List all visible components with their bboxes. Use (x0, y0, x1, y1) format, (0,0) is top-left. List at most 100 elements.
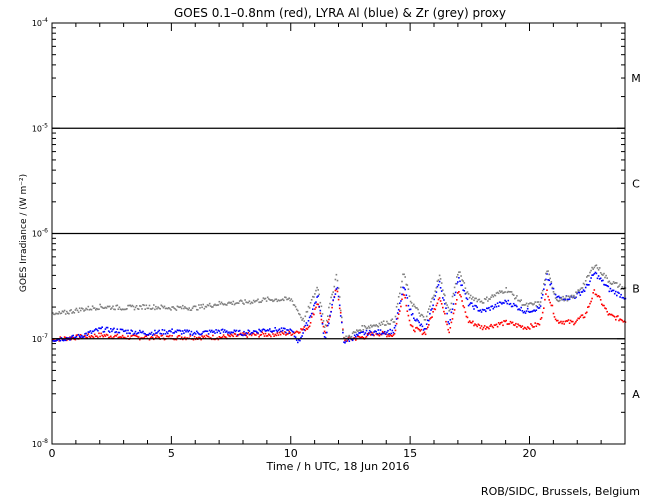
data-point (505, 300, 507, 303)
data-point (587, 284, 589, 286)
data-point (336, 290, 339, 293)
data-point (621, 286, 623, 288)
data-point (345, 340, 347, 343)
data-point (566, 299, 569, 302)
data-point (493, 294, 496, 296)
data-point (459, 294, 461, 296)
data-point (285, 331, 287, 334)
data-point (267, 329, 270, 332)
data-point (593, 289, 596, 291)
data-point (310, 316, 313, 318)
data-point (408, 319, 411, 322)
data-point (604, 276, 606, 279)
data-point (474, 323, 476, 325)
data-point (161, 329, 164, 331)
data-point (595, 272, 598, 275)
data-point (240, 299, 242, 302)
data-point (287, 329, 289, 331)
data-point (118, 331, 121, 334)
data-point (592, 268, 594, 270)
data-point (577, 317, 579, 320)
data-point (433, 294, 435, 297)
data-point (190, 330, 193, 333)
data-point (242, 334, 244, 337)
data-point (367, 332, 370, 334)
data-point (176, 329, 179, 331)
data-point (596, 295, 599, 298)
data-point (339, 309, 342, 312)
data-point (506, 323, 509, 325)
data-point (414, 305, 416, 308)
data-point (246, 336, 249, 338)
data-point (150, 308, 153, 310)
data-point (316, 286, 318, 289)
data-point (289, 328, 291, 331)
data-point (427, 319, 429, 322)
data-point (496, 291, 499, 294)
data-point (309, 302, 312, 304)
data-point (176, 336, 179, 338)
data-point (437, 279, 440, 281)
data-point (401, 298, 403, 301)
data-point (447, 321, 449, 323)
data-point (101, 334, 103, 337)
data-point (284, 296, 286, 298)
data-point (370, 331, 372, 333)
data-point (151, 307, 154, 310)
data-point (584, 286, 587, 289)
data-point (591, 274, 593, 276)
data-point (405, 294, 408, 296)
data-point (275, 334, 278, 337)
data-point (134, 330, 137, 333)
data-point (367, 333, 370, 335)
data-point (193, 305, 196, 307)
data-point (139, 338, 141, 341)
data-point (485, 310, 487, 313)
x-tick-label: 10 (284, 447, 298, 460)
data-point (482, 302, 485, 304)
data-point (213, 330, 215, 333)
data-point (223, 336, 226, 338)
data-point (493, 324, 496, 326)
data-point (69, 336, 71, 338)
data-point (435, 287, 438, 289)
data-point (233, 329, 236, 332)
data-point (475, 324, 477, 326)
data-point (317, 295, 319, 297)
data-point (114, 331, 116, 334)
data-point (303, 329, 305, 331)
data-point (323, 326, 326, 328)
data-point (78, 307, 81, 309)
data-point (492, 307, 495, 310)
data-point (157, 330, 159, 333)
data-point (597, 275, 600, 277)
data-point (164, 333, 167, 335)
data-point (209, 337, 212, 339)
data-point (568, 322, 571, 324)
data-point (381, 323, 384, 325)
data-point (223, 303, 226, 305)
data-point (162, 333, 165, 335)
data-point (525, 328, 528, 330)
data-point (374, 325, 376, 327)
data-point (269, 298, 271, 301)
data-point (220, 329, 223, 331)
data-point (230, 331, 232, 333)
data-point (474, 297, 476, 300)
data-point (255, 334, 257, 336)
data-point (391, 329, 394, 332)
data-point (321, 323, 324, 325)
data-point (326, 325, 328, 327)
data-point (248, 330, 251, 332)
data-point (527, 303, 530, 305)
data-point (586, 283, 588, 286)
data-point (524, 312, 527, 314)
data-point (106, 326, 109, 329)
data-point (491, 294, 493, 296)
data-point (424, 319, 427, 321)
data-point (265, 335, 268, 337)
data-point (264, 297, 267, 300)
data-point (531, 310, 533, 313)
data-point (136, 307, 139, 310)
data-point (601, 273, 603, 276)
